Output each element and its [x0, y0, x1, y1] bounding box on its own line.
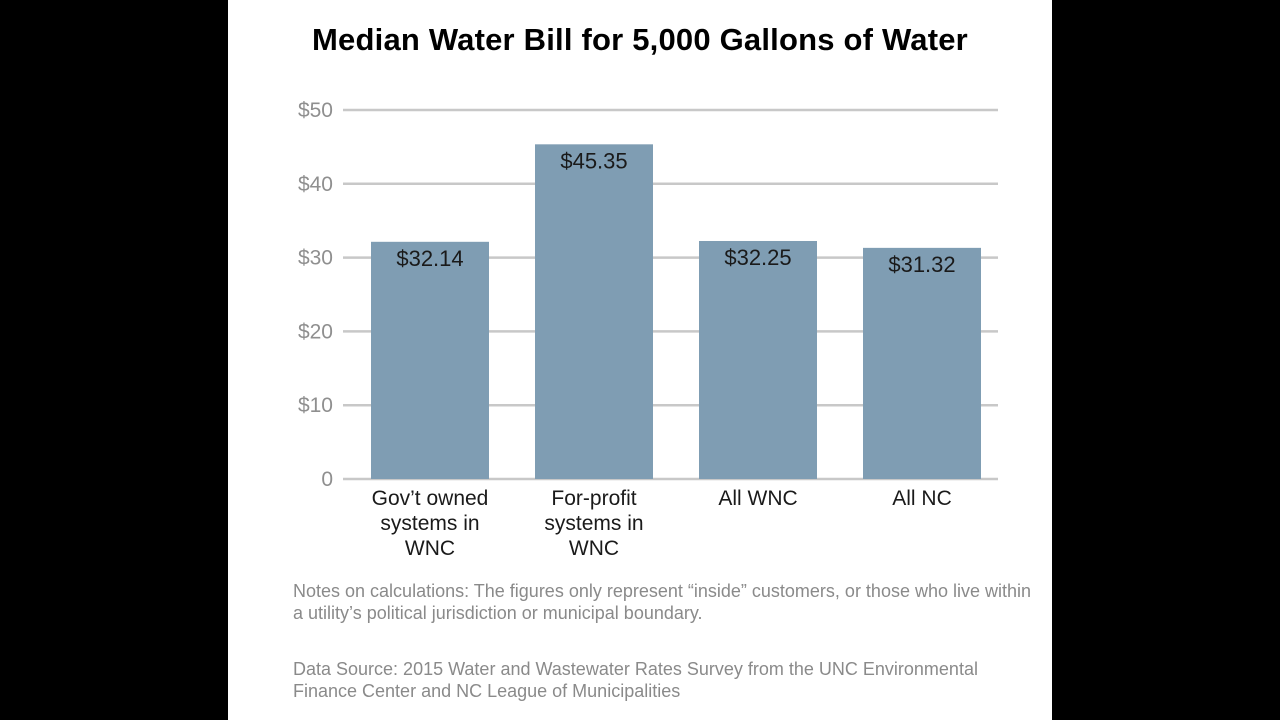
category-label: All NC [892, 487, 952, 510]
y-tick-label: $40 [298, 173, 333, 196]
y-tick-label: $30 [298, 247, 333, 270]
chart-title: Median Water Bill for 5,000 Gallons of W… [312, 22, 968, 57]
bar-value-label: $32.25 [724, 245, 791, 270]
bar [699, 240, 817, 479]
category-label: All WNC [718, 487, 797, 510]
chart-panel: Median Water Bill for 5,000 Gallons of W… [228, 0, 1052, 720]
y-tick-label: $10 [298, 394, 333, 417]
data-source: Data Source: 2015 Water and Wastewater R… [293, 659, 978, 701]
bar [371, 241, 489, 479]
category-label: Gov’t owned systems in WNC [372, 487, 489, 560]
y-tick-label: 0 [321, 468, 333, 491]
bar-value-label: $45.35 [560, 148, 627, 173]
y-tick-label: $20 [298, 320, 333, 343]
bar [535, 144, 653, 479]
bar-value-label: $32.14 [396, 246, 463, 271]
bar-chart: 0 $10 $20 $30 $40 $50 $32.14 Gov’t owned systems… [298, 99, 998, 560]
bar [863, 247, 981, 479]
category-label: For-profit systems in WNC [544, 487, 643, 560]
calculation-notes: Notes on calculations: The figures only … [293, 581, 1032, 623]
bar-value-label: $31.32 [888, 252, 955, 277]
y-tick-label: $50 [298, 99, 333, 122]
